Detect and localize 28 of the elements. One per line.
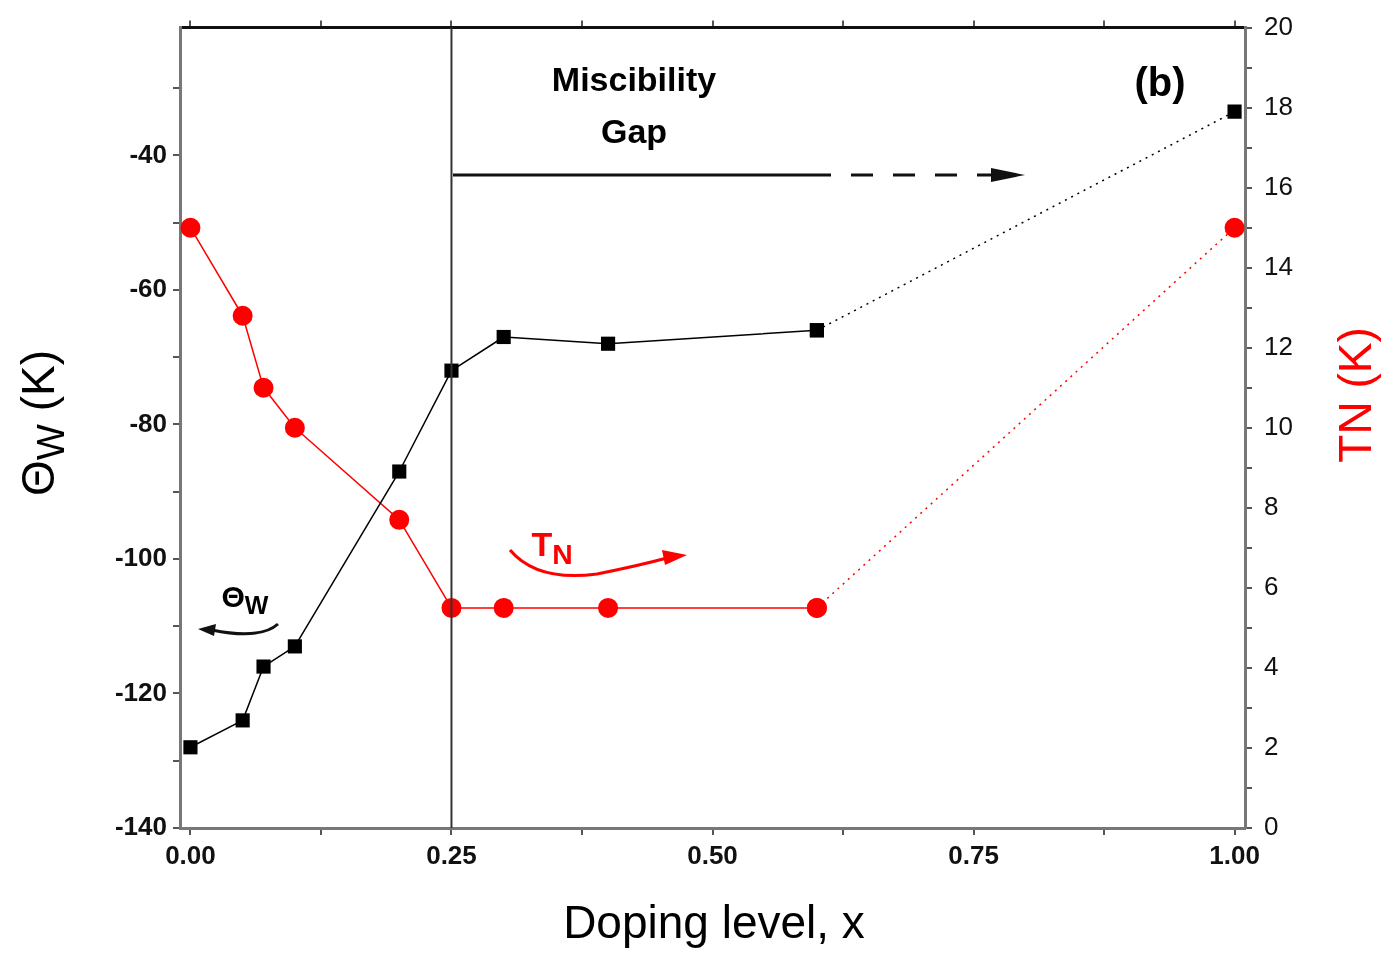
y2-tick-label: 14 <box>1264 250 1293 281</box>
y2-axis-title: TN (K) <box>1328 327 1382 463</box>
annotation: (b) <box>1134 59 1186 105</box>
y2-tick-label: 18 <box>1264 90 1293 121</box>
x-axis-title: Doping level, x <box>562 895 866 949</box>
y2-tick-label: 4 <box>1264 651 1279 682</box>
annotation: T$_{N}$ <box>531 525 573 571</box>
y2-tick-label: 2 <box>1264 731 1279 762</box>
y2-tick-label: 20 <box>1264 10 1293 41</box>
y2-tick-label: 0 <box>1264 811 1279 842</box>
x-tick-label: 0.50 <box>687 839 738 870</box>
x-tick-label: 0.00 <box>165 839 216 870</box>
y2-tick-label: 6 <box>1264 571 1279 602</box>
x-tick-label: 0.75 <box>948 839 999 870</box>
y2-tick-label: 12 <box>1264 330 1293 361</box>
x-tick-label: 0.25 <box>426 839 477 870</box>
y-tick-label: -60 <box>129 273 167 304</box>
y-tick-label: -100 <box>114 542 167 573</box>
y2-tick-label: 16 <box>1264 170 1293 201</box>
y-tick-label: -80 <box>129 407 167 438</box>
y-tick-label: -140 <box>114 811 167 842</box>
y2-tick-label: 10 <box>1264 410 1293 441</box>
y-tick-label: -120 <box>114 676 167 707</box>
x-tick-label: 1.00 <box>1209 839 1260 870</box>
y-tick-label: -40 <box>129 138 167 169</box>
y2-tick-label: 8 <box>1264 491 1279 522</box>
annotation: Θ$_{W}$ <box>221 580 269 620</box>
annotation: Miscibility Gap <box>550 59 718 152</box>
